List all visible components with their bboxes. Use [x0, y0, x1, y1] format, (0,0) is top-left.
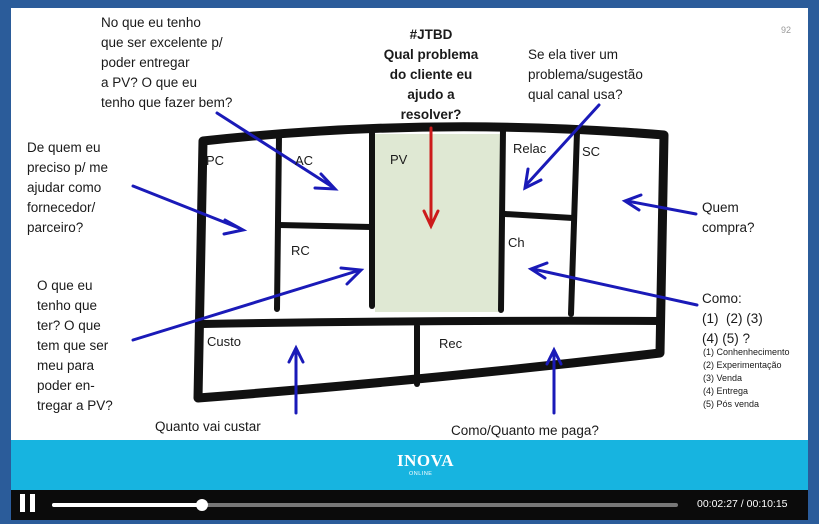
annotation-right-who: Quem compra?	[702, 200, 755, 235]
arrow-relac	[525, 103, 601, 186]
arrow-rc	[131, 269, 359, 342]
video-player-controls: 00:02:27 / 00:10:15	[11, 490, 808, 520]
arrow-relac-head	[523, 167, 543, 191]
canvas-divider-relac-ch	[502, 211, 576, 221]
progress-track[interactable]	[52, 499, 678, 511]
annotation-top-right: Se ela tiver um problema/sugestão qual c…	[528, 47, 643, 102]
label-rc: RC	[291, 243, 310, 258]
annotation-bottom-right: Como/Quanto me paga?	[451, 423, 599, 438]
canvas-divider-relac-sc	[568, 129, 580, 317]
canvas-outer-border	[193, 122, 669, 403]
arrow-rc-head	[339, 266, 365, 286]
logo-sub-text: ONLINE	[409, 471, 433, 477]
label-ac: AC	[295, 153, 314, 168]
time-display: 00:02:27 / 00:10:15	[697, 498, 788, 510]
label-rec: Rec	[439, 336, 463, 351]
arrow-ch	[531, 267, 699, 307]
slide: 92 PC AC PV Relac SC RC Ch Custo Rec #JT…	[11, 8, 808, 490]
current-time: 00:02:27	[697, 498, 738, 510]
arrow-ch-head	[527, 261, 549, 280]
total-time: 00:10:15	[746, 498, 788, 510]
arrow-custo-head	[287, 344, 305, 364]
label-sc: SC	[582, 144, 601, 159]
slide-footer-bar	[11, 440, 808, 490]
arrow-ac	[215, 111, 333, 188]
annotation-left-upper: De quem eu preciso p/ me ajudar como for…	[27, 140, 109, 235]
arrow-rec-head	[545, 346, 563, 366]
label-pv: PV	[390, 152, 408, 167]
arrow-ac-head	[313, 172, 339, 191]
canvas-horizontal-divider	[199, 316, 665, 328]
canvas-divider-ac-rc	[276, 222, 374, 230]
business-model-canvas	[131, 103, 699, 482]
pause-icon[interactable]	[20, 494, 36, 512]
logo-brand-text: INOVA	[397, 451, 454, 470]
slide-number: 92	[781, 25, 792, 35]
jtbd-title: #JTBD Qual problema do cliente eu ajudo …	[383, 27, 479, 122]
inova-logo: INOVA ONLINE	[371, 451, 453, 481]
label-custo: Custo	[207, 334, 241, 349]
how-stages-list: (1) Conhenhecimento (2) Experimentação (…	[703, 347, 790, 409]
label-pc: PC	[206, 153, 225, 168]
progress-handle[interactable]	[195, 499, 208, 511]
annotation-top-left: No que eu tenho que ser excelente p/ pod…	[101, 15, 233, 110]
label-relac: Relac	[513, 141, 547, 156]
arrow-pc-head	[222, 218, 248, 236]
canvas-divider-pv-relac	[498, 126, 506, 313]
label-ch: Ch	[508, 235, 525, 250]
annotation-left-lower: O que eu tenho que ter? O que tem que se…	[37, 278, 113, 413]
arrow-pc	[131, 184, 241, 230]
arrow-pv-head	[422, 209, 440, 230]
arrow-sc-head	[621, 193, 643, 212]
progress-fill	[52, 503, 202, 507]
arrow-sc	[625, 199, 698, 216]
pv-block-fill	[375, 134, 501, 312]
annotation-right-how: Como: (1) (2) (3) (4) (5) ?	[702, 291, 763, 346]
